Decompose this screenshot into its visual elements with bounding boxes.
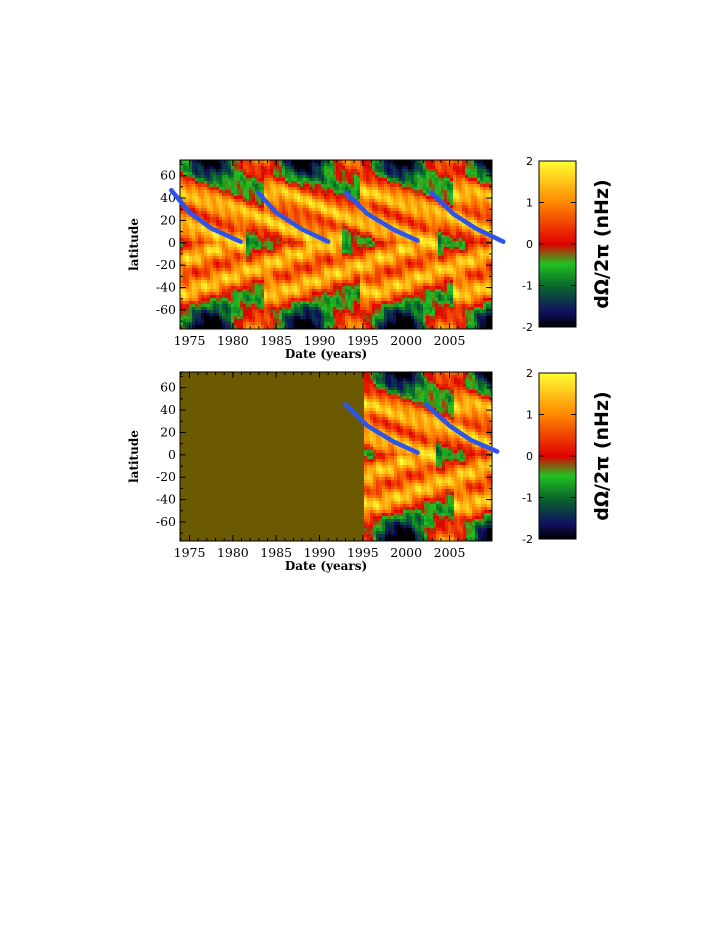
x-tick-label: 1995 bbox=[347, 333, 379, 348]
x-axis-label: Date (years) bbox=[285, 347, 367, 361]
overlay-curve bbox=[343, 190, 420, 243]
plot-frame bbox=[179, 159, 493, 330]
colorbar-label: dΩ/2π (nHz) bbox=[591, 391, 613, 520]
x-tick-label: 1990 bbox=[304, 333, 336, 348]
panel-bottom: 1975 1980 1985 1990 1995 2000 20056040200-20-4… bbox=[127, 367, 613, 573]
colorbar-gradient bbox=[538, 372, 577, 540]
x-tick-label: 1985 bbox=[260, 333, 292, 348]
colorbar-tick-label: -1 bbox=[522, 492, 533, 505]
x-tick-label: 1980 bbox=[217, 545, 249, 560]
x-tick-label: 1985 bbox=[260, 545, 292, 560]
x-tick-label: 2005 bbox=[434, 333, 466, 348]
overlay-curve bbox=[169, 187, 243, 244]
y-tick-label: -40 bbox=[156, 492, 176, 507]
x-tick-label: 2000 bbox=[390, 545, 422, 560]
colorbar-tick-label: -1 bbox=[522, 280, 533, 293]
colorbar-tick-label: -2 bbox=[522, 533, 533, 546]
y-tick-label: -20 bbox=[156, 257, 176, 272]
no-data-region bbox=[180, 372, 365, 541]
overlay-curve bbox=[429, 190, 506, 244]
y-tick-label: -20 bbox=[156, 469, 176, 484]
colorbar-label: dΩ/2π (nHz) bbox=[591, 179, 613, 308]
x-tick-label: 1980 bbox=[217, 333, 249, 348]
y-tick-label: -60 bbox=[156, 514, 176, 529]
x-tick-label: 1975 bbox=[174, 545, 206, 560]
overlay-curve bbox=[255, 190, 331, 244]
x-tick-label: 2005 bbox=[434, 545, 466, 560]
colorbar-gradient bbox=[538, 160, 577, 328]
heatmap-bottom bbox=[180, 372, 492, 541]
colorbar-tick-label: 1 bbox=[526, 409, 533, 422]
plot-frame bbox=[179, 371, 493, 542]
colorbar-top: 2 1 0 -1 -2 dΩ/2π (nHz) bbox=[522, 155, 613, 334]
x-tick-label: 1995 bbox=[347, 545, 379, 560]
y-tick-label: 40 bbox=[160, 402, 176, 417]
colorbar-tick-label: 2 bbox=[526, 367, 533, 380]
x-tick-label: 2000 bbox=[390, 333, 422, 348]
y-axis-label: latitude bbox=[127, 218, 141, 271]
heatmap-top bbox=[180, 160, 492, 329]
x-tick-label: 1990 bbox=[304, 545, 336, 560]
colorbar-tick-label: -2 bbox=[522, 321, 533, 334]
colorbar-tick-label: 0 bbox=[526, 238, 533, 251]
y-tick-label: -40 bbox=[156, 280, 176, 295]
colorbar-bottom: 2 1 0 -1 -2 dΩ/2π (nHz) bbox=[522, 367, 613, 546]
y-tick-label: 0 bbox=[168, 447, 176, 462]
y-tick-label: 20 bbox=[160, 212, 176, 227]
y-tick-label: 60 bbox=[160, 380, 176, 395]
colorbar-tick-label: 0 bbox=[526, 450, 533, 463]
y-tick-label: 60 bbox=[160, 168, 176, 183]
y-axis-label: latitude bbox=[127, 430, 141, 483]
colorbar-tick-label: 1 bbox=[526, 197, 533, 210]
overlay-curve bbox=[343, 402, 420, 455]
panel-top: 1975 1980 1985 1990 1995 2000 20056040200-20-4… bbox=[127, 155, 613, 361]
y-tick-label: -60 bbox=[156, 302, 176, 317]
y-tick-label: 20 bbox=[160, 424, 176, 439]
colorbar-tick-label: 2 bbox=[526, 155, 533, 168]
x-tick-label: 1975 bbox=[174, 333, 206, 348]
overlay-curve bbox=[423, 402, 500, 454]
x-axis-label: Date (years) bbox=[285, 559, 367, 573]
y-tick-label: 0 bbox=[168, 235, 176, 250]
